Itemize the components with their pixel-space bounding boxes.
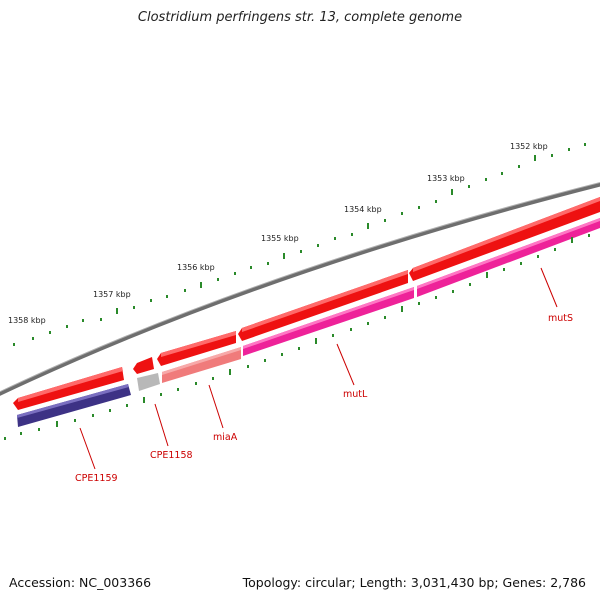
cds-forward-track xyxy=(13,197,600,410)
tick-label-1354: 1354 kbp xyxy=(344,205,382,214)
tick-label-1356: 1356 kbp xyxy=(177,263,215,272)
tick-label-1355: 1355 kbp xyxy=(261,234,299,243)
tick-label-1358: 1358 kbp xyxy=(8,316,46,325)
topology-text: Topology: circular; Length: 3,031,430 bp… xyxy=(242,575,586,590)
genome-backbone xyxy=(0,182,600,396)
gene-label-miaA: miaA xyxy=(213,432,238,443)
gene-track xyxy=(17,218,600,427)
gene-label-CPE1158: CPE1158 xyxy=(150,450,193,461)
lower-tick-row xyxy=(4,234,590,440)
gene-CPE1158[interactable] xyxy=(137,373,160,391)
accession-text: Accession: NC_003366 xyxy=(9,575,152,590)
gene-CPE1159[interactable] xyxy=(17,384,131,427)
gene-label-mutS: mutS xyxy=(548,313,573,324)
tick-label-1357: 1357 kbp xyxy=(93,290,131,299)
gene-label-mutL: mutL xyxy=(343,389,368,400)
kbp-ruler: 1352 kbp 1353 kbp 1354 kbp 1355 kbp 1356… xyxy=(8,142,586,346)
genome-backbone-highlight xyxy=(0,182,600,393)
label-leaders xyxy=(79,267,558,470)
tick-label-1352: 1352 kbp xyxy=(510,142,548,151)
map-title: Clostridium perfringens str. 13, complet… xyxy=(137,10,463,25)
gene-label-CPE1159: CPE1159 xyxy=(75,473,118,484)
tick-label-1353: 1353 kbp xyxy=(427,174,465,183)
